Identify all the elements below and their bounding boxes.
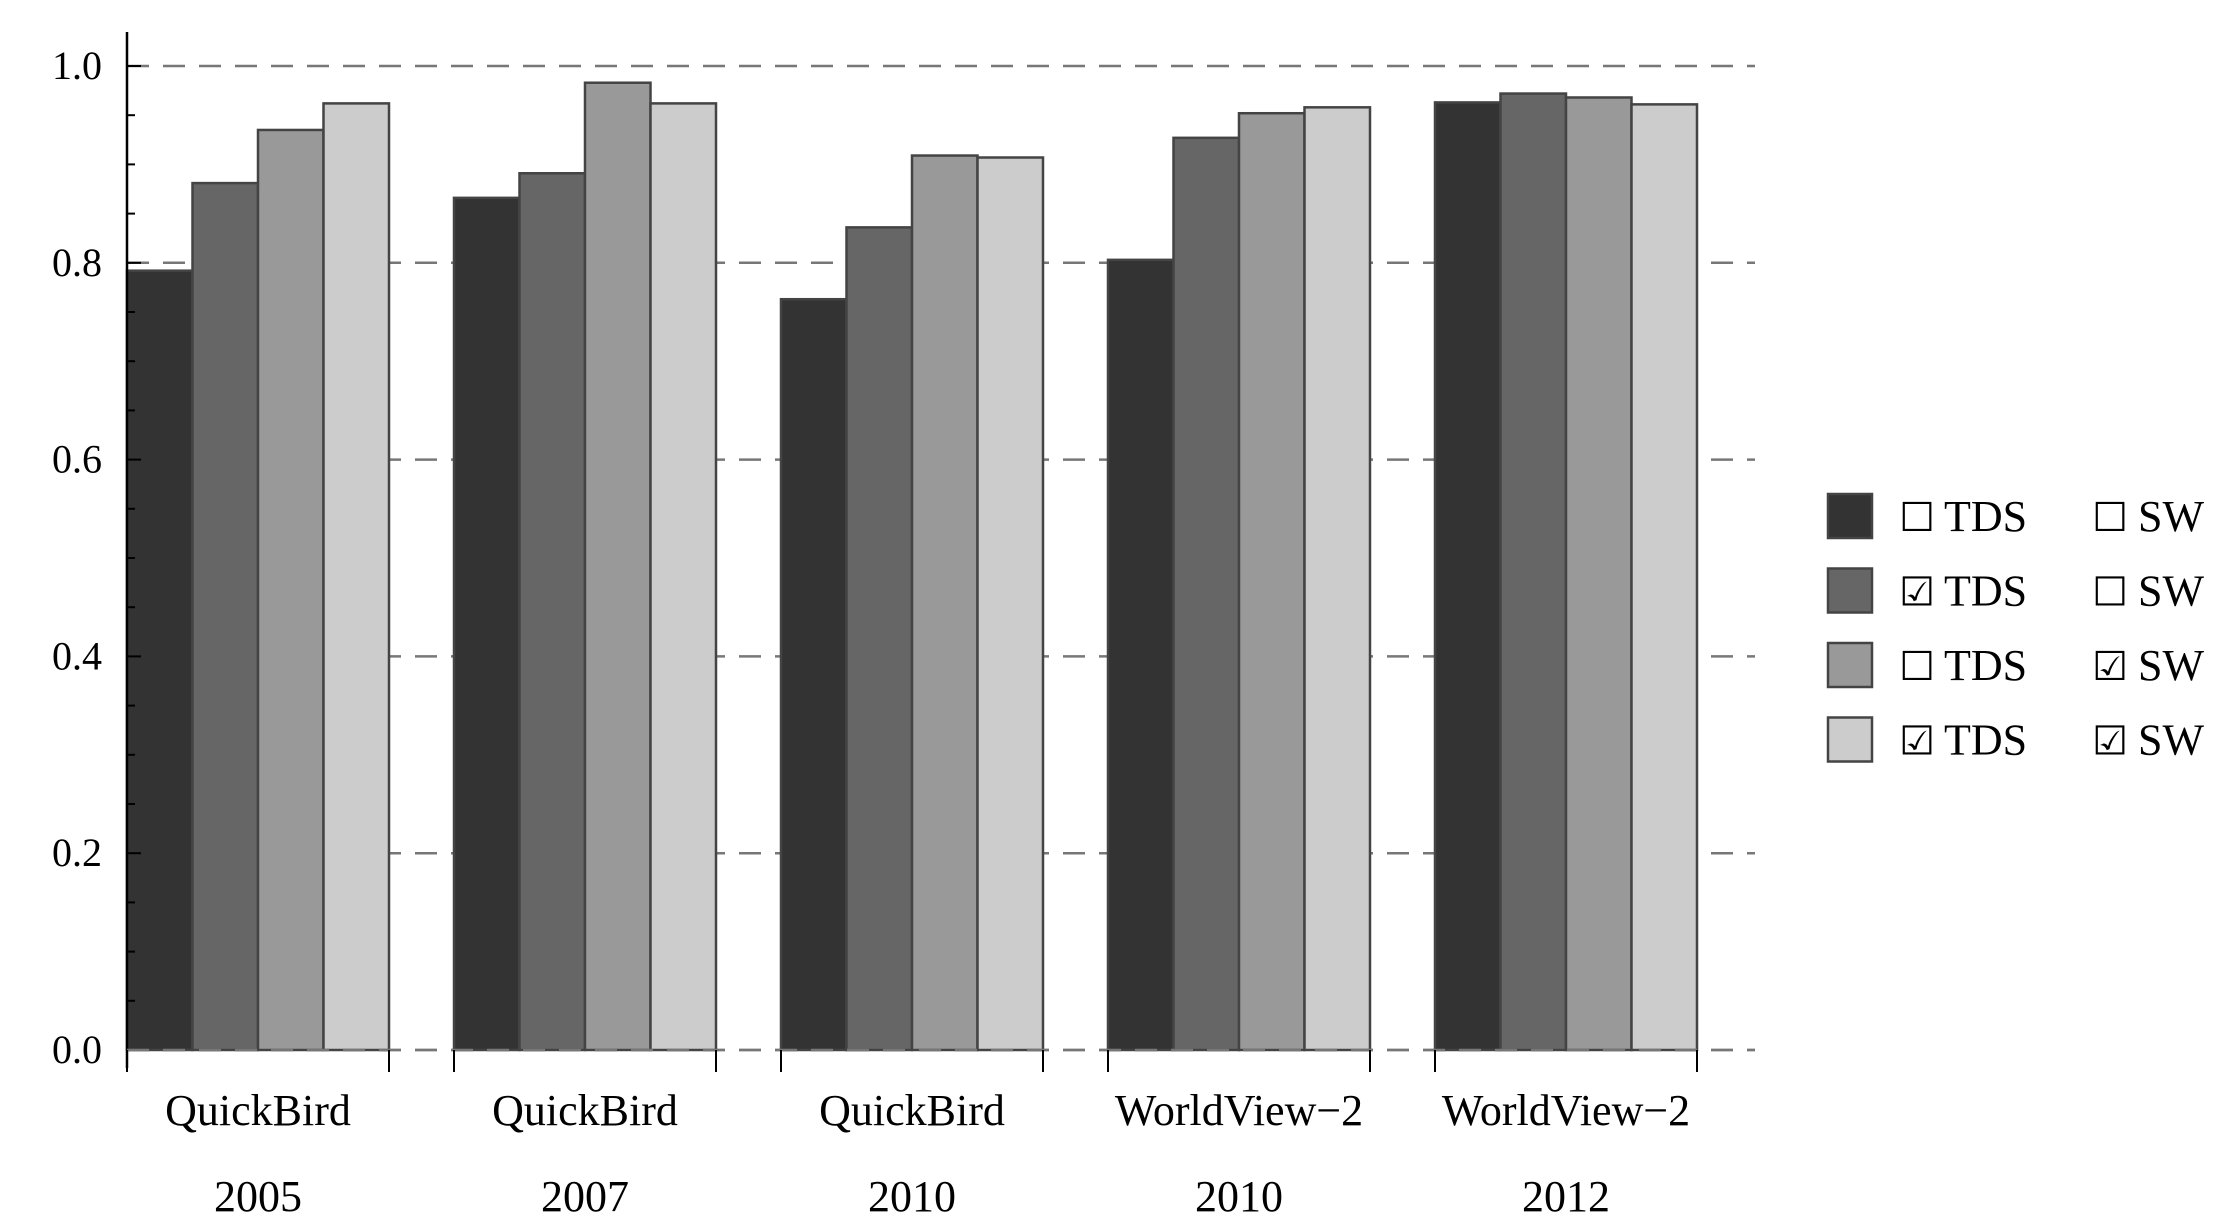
- legend-sw-checkbox-icon: ☑: [2092, 644, 2128, 689]
- bar: [1303, 106, 1372, 1052]
- legend-swatch: [1826, 567, 1874, 614]
- legend-sw-label: SW: [2138, 716, 2204, 765]
- bar: [649, 102, 718, 1052]
- bar: [1237, 111, 1306, 1052]
- x-tick-label-sensor: QuickBird: [165, 1086, 351, 1135]
- legend-sw-label: SW: [2138, 567, 2204, 616]
- bar: [779, 297, 848, 1052]
- bar: [191, 181, 260, 1052]
- y-tick-label: 0.6: [52, 437, 102, 482]
- legend-swatch: [1826, 492, 1874, 540]
- y-tick-label: 0.2: [52, 830, 102, 875]
- y-tick-labels: 0.0 0.2 0.4 0.6 0.8 1.0: [52, 43, 102, 1072]
- x-tick-label-sensor: QuickBird: [492, 1086, 678, 1135]
- legend-tds-label: TDS: [1944, 641, 2027, 690]
- bar: [1172, 136, 1241, 1052]
- bar: [845, 226, 914, 1052]
- bar: [322, 102, 391, 1052]
- x-tick-label-year: 2012: [1522, 1172, 1610, 1221]
- legend-tds-checkbox-icon: ☑: [1899, 719, 1935, 764]
- bar: [518, 172, 587, 1052]
- legend-sw-label: SW: [2138, 641, 2204, 690]
- legend-tds-checkbox-icon: ☐: [1899, 495, 1935, 540]
- legend-sw-checkbox-icon: ☑: [2092, 719, 2128, 764]
- legend-tds-checkbox-icon: ☑: [1899, 570, 1935, 615]
- x-tick-label-year: 2005: [214, 1172, 302, 1221]
- x-tick-label-year: 2010: [868, 1172, 956, 1221]
- legend-sw-checkbox-icon: ☐: [2092, 570, 2128, 615]
- legend-swatch: [1826, 641, 1874, 689]
- bars: [125, 81, 1699, 1052]
- x-tick-label-sensor: WorldView−2: [1442, 1086, 1690, 1135]
- legend: ☐ TDS ☐ SW☑ TDS ☐ SW☐ TDS ☑ SW☑ TDS ☑ SW: [1826, 492, 2204, 765]
- legend-sw-label: SW: [2138, 492, 2204, 541]
- bar: [1499, 92, 1568, 1052]
- legend-tds-checkbox-icon: ☐: [1899, 644, 1935, 689]
- bar: [1433, 101, 1502, 1052]
- bar: [452, 196, 521, 1052]
- y-tick-label: 0.4: [52, 633, 102, 678]
- bar: [1106, 258, 1175, 1052]
- bar: [1564, 96, 1633, 1052]
- bar: [256, 128, 325, 1052]
- bar: [1630, 103, 1699, 1052]
- y-tick-label: 0.8: [52, 240, 102, 285]
- bar: [125, 269, 194, 1052]
- x-tick-labels: QuickBird 2005 QuickBird 2007 QuickBird 2010 W…: [165, 1086, 1690, 1221]
- legend-tds-label: TDS: [1944, 567, 2027, 616]
- legend-swatch: [1826, 716, 1874, 763]
- y-tick-label: 1.0: [52, 43, 102, 88]
- x-tick-label-sensor: WorldView−2: [1115, 1086, 1363, 1135]
- legend-tds-label: TDS: [1944, 716, 2027, 765]
- bar: [910, 154, 979, 1052]
- legend-tds-label: TDS: [1944, 492, 2027, 541]
- x-tick-label-year: 2010: [1195, 1172, 1283, 1221]
- bar: [583, 81, 652, 1052]
- axes: [125, 32, 1755, 1072]
- y-tick-label: 0.0: [52, 1027, 102, 1072]
- x-tick-label-sensor: QuickBird: [819, 1086, 1005, 1135]
- legend-sw-checkbox-icon: ☐: [2092, 495, 2128, 540]
- bar: [976, 156, 1045, 1052]
- x-tick-label-year: 2007: [541, 1172, 629, 1221]
